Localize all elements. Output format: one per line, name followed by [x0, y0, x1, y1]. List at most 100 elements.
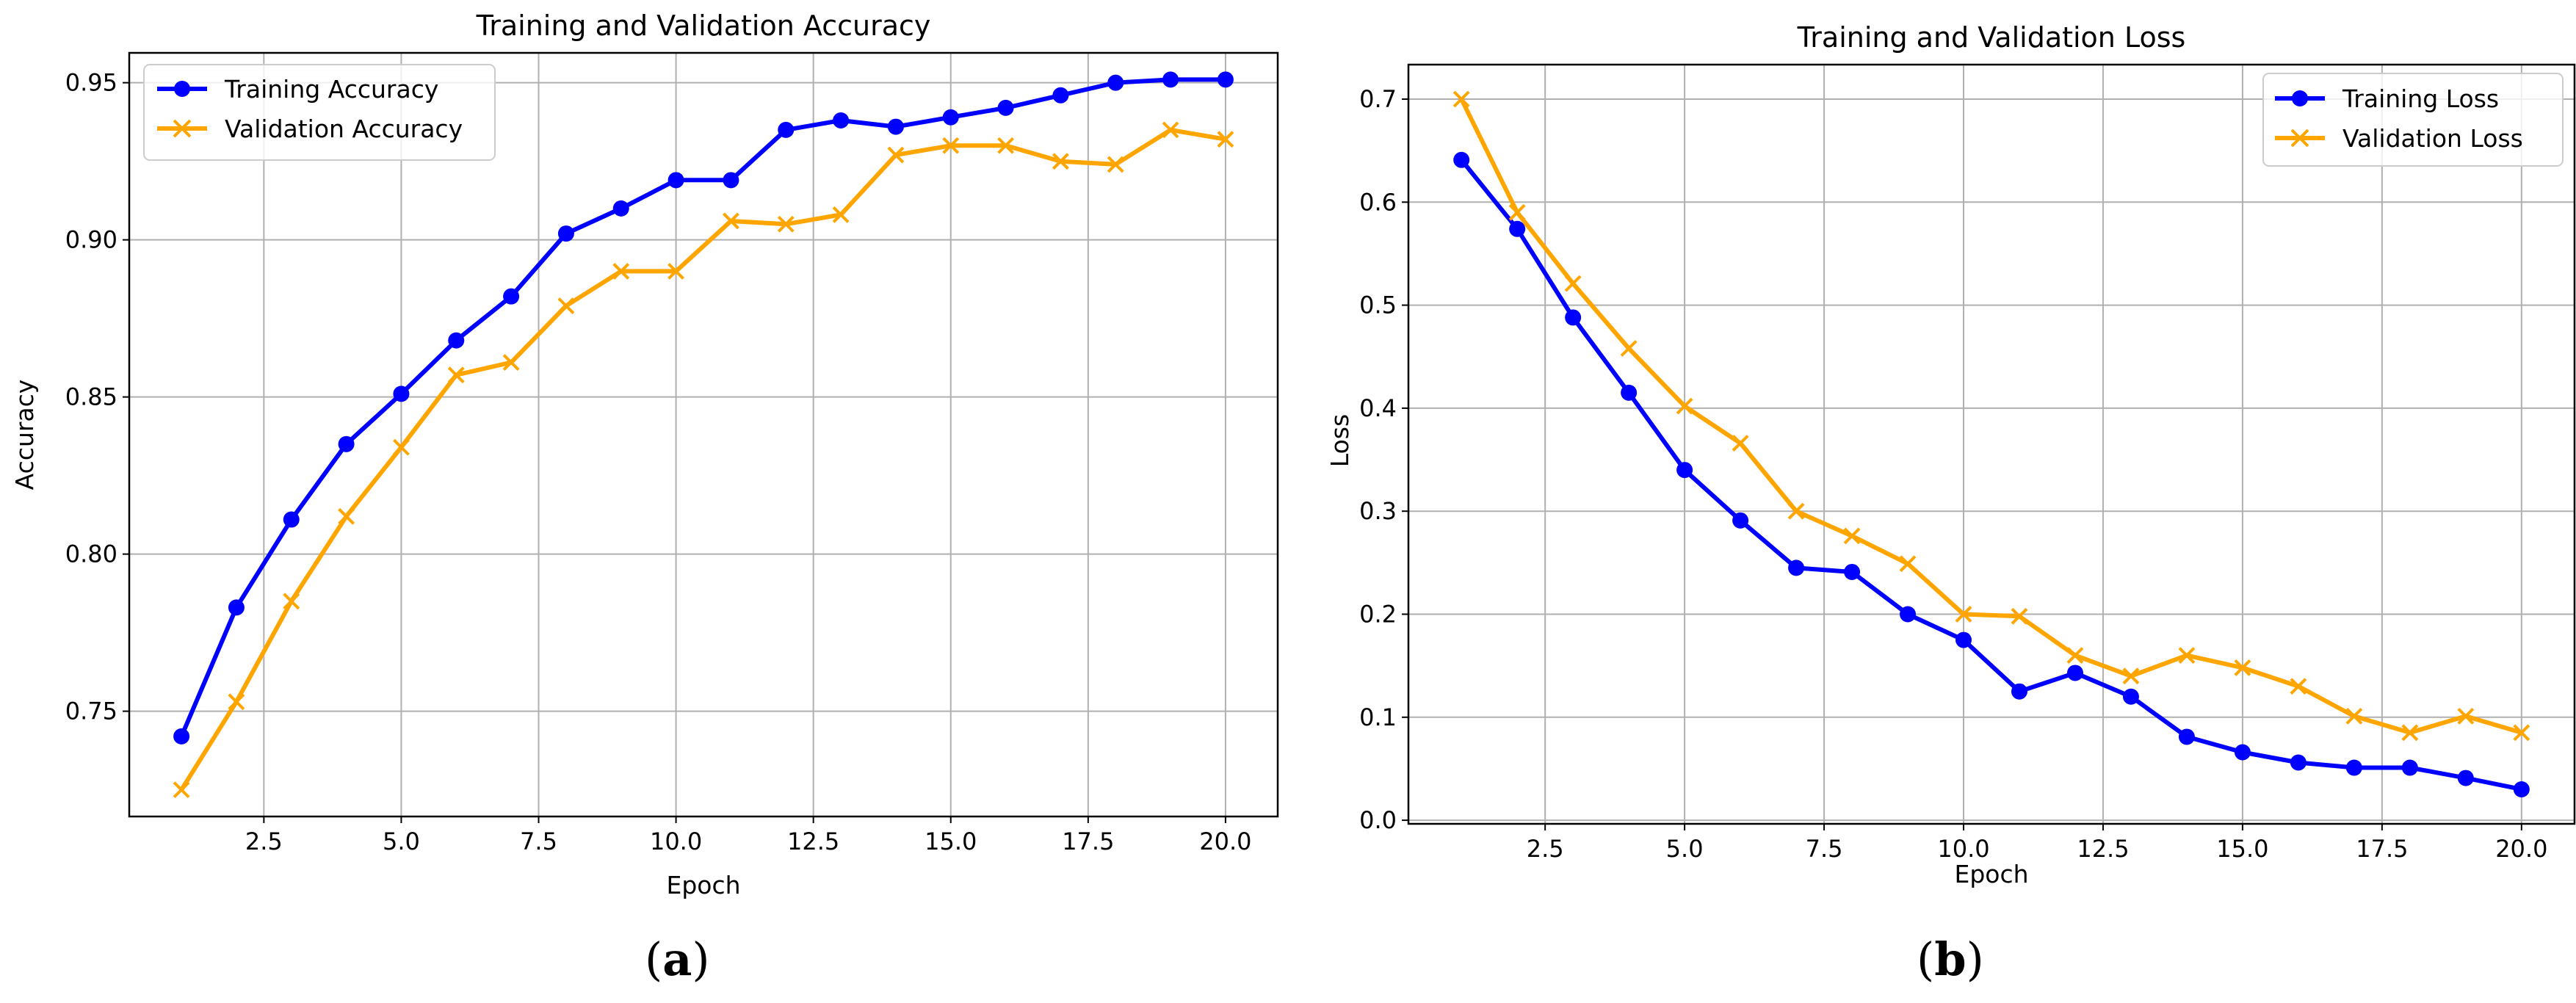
- point-validation-loss: [1732, 435, 1749, 452]
- point-training-accuracy: [283, 511, 300, 528]
- point-training-loss: [1900, 606, 1917, 623]
- loss-chart: Training and Validation Loss 2.5 5.0 7.5 10…: [1325, 21, 2576, 986]
- point-training-loss: [1732, 512, 1749, 529]
- legend-label-training-accuracy: Training Accuracy: [224, 75, 438, 104]
- loss-y-tick-label: 0.6: [1359, 188, 1397, 216]
- point-training-accuracy: [173, 728, 190, 745]
- accuracy-x-tick-label: 12.5: [787, 828, 839, 855]
- accuracy-x-tick-label: 2.5: [245, 828, 283, 855]
- accuracy-x-tick-label: 15.0: [925, 828, 977, 855]
- legend-marker-training-accuracy: [174, 81, 190, 97]
- loss-x-tick-label: 20.0: [2495, 835, 2547, 863]
- loss-legend: Training Loss Validation Loss: [2262, 73, 2564, 167]
- loss-legend-box: [2262, 73, 2564, 167]
- loss-x-tick-label: 2.5: [1527, 835, 1564, 863]
- point-training-accuracy: [723, 172, 739, 189]
- accuracy-x-tick-label: 5.0: [383, 828, 420, 855]
- accuracy-plot-frame: [128, 51, 1279, 818]
- point-validation-accuracy: [1162, 121, 1179, 139]
- point-training-loss: [1788, 560, 1805, 576]
- loss-chart-title: Training and Validation Loss: [1797, 21, 2186, 54]
- point-training-loss: [1509, 220, 1526, 237]
- accuracy-x-tick-label: 10.0: [650, 828, 702, 855]
- loss-y-tick-label: 0.4: [1359, 394, 1397, 422]
- point-training-accuracy: [448, 332, 465, 349]
- accuracy-x-tick-label: 7.5: [520, 828, 557, 855]
- point-validation-accuracy: [997, 137, 1014, 154]
- point-validation-accuracy: [393, 438, 410, 456]
- accuracy-y-tick-label: 0.90: [65, 226, 117, 254]
- point-validation-accuracy: [723, 212, 739, 230]
- point-validation-accuracy: [173, 781, 190, 799]
- point-training-loss: [2066, 665, 2083, 681]
- legend-label-validation-accuracy: Validation Accuracy: [225, 115, 463, 143]
- accuracy-chart-title: Training and Validation Accuracy: [476, 10, 931, 42]
- legend-marker-validation-loss: [2290, 128, 2309, 148]
- accuracy-x-tick-label: 20.0: [1199, 828, 1251, 855]
- point-training-loss: [2234, 744, 2251, 761]
- accuracy-legend: Training Accuracy Validation Accuracy: [143, 64, 496, 161]
- point-validation-loss: [2401, 724, 2419, 742]
- loss-y-tick-label: 0.3: [1359, 497, 1397, 525]
- point-training-loss: [1453, 151, 1470, 168]
- point-training-loss: [2345, 759, 2362, 776]
- point-training-accuracy: [778, 121, 795, 138]
- point-validation-accuracy: [612, 263, 630, 280]
- point-training-loss: [2011, 683, 2027, 700]
- point-training-accuracy: [667, 172, 684, 189]
- point-training-loss: [1621, 384, 1638, 401]
- point-training-accuracy: [1052, 87, 1069, 104]
- point-validation-loss: [1508, 203, 1526, 221]
- point-validation-accuracy: [502, 354, 520, 371]
- point-validation-loss: [2178, 647, 2196, 665]
- point-training-accuracy: [612, 200, 629, 217]
- point-training-accuracy: [942, 109, 959, 126]
- panel-label-b: (b): [1917, 933, 1984, 986]
- legend-marker-training-loss: [2292, 90, 2308, 106]
- point-training-accuracy: [393, 385, 410, 402]
- accuracy-grid: [129, 53, 1278, 816]
- point-validation-loss: [2011, 607, 2028, 625]
- series-line-training-accuracy: [179, 77, 1226, 738]
- point-validation-accuracy: [667, 263, 684, 280]
- loss-x-tick-label: 5.0: [1666, 835, 1704, 863]
- point-validation-loss: [2234, 659, 2251, 676]
- loss-x-tick-label: 17.5: [2356, 835, 2408, 863]
- point-training-loss: [2122, 688, 2139, 705]
- point-training-loss: [2290, 754, 2307, 771]
- loss-grid: [1408, 65, 2575, 824]
- accuracy-x-axis-label: Epoch: [666, 871, 740, 899]
- loss-y-tick-label: 0.1: [1359, 703, 1397, 731]
- point-validation-loss: [1452, 90, 1470, 108]
- loss-x-tick-label: 7.5: [1806, 835, 1843, 863]
- point-training-accuracy: [338, 435, 355, 452]
- legend-label-training-loss: Training Loss: [2342, 84, 2499, 113]
- loss-y-tick-label: 0.2: [1359, 600, 1397, 628]
- point-training-loss: [2401, 759, 2418, 776]
- loss-x-tick-label: 10.0: [1937, 835, 1989, 863]
- legend-marker-validation-accuracy: [173, 119, 192, 138]
- point-training-loss: [2178, 728, 2195, 745]
- point-validation-loss: [2066, 647, 2084, 665]
- loss-y-tick-label: 0.0: [1359, 806, 1397, 834]
- accuracy-y-axis-label: Accuracy: [10, 380, 39, 490]
- point-training-accuracy: [1107, 74, 1124, 91]
- loss-y-axis-label: Loss: [1325, 414, 1354, 467]
- point-validation-loss: [1676, 397, 1693, 415]
- point-training-loss: [2513, 781, 2530, 797]
- point-training-loss: [1955, 631, 1972, 648]
- point-validation-loss: [1955, 606, 1972, 623]
- point-validation-accuracy: [832, 206, 850, 223]
- point-training-loss: [1844, 563, 1861, 580]
- point-validation-accuracy: [283, 593, 300, 610]
- point-training-accuracy: [503, 288, 520, 305]
- accuracy-legend-box: [143, 64, 496, 161]
- point-validation-accuracy: [228, 693, 245, 711]
- point-validation-accuracy: [942, 137, 960, 154]
- accuracy-y-tick-label: 0.80: [65, 540, 117, 568]
- series-line-validation-accuracy: [179, 127, 1226, 792]
- accuracy-ticks: 2.5 5.0 7.5 10.0 12.5 15.0 17.5 20.0 0.75 0.80 0.8…: [65, 69, 1252, 855]
- point-validation-loss: [1787, 502, 1805, 520]
- point-validation-accuracy: [777, 215, 795, 233]
